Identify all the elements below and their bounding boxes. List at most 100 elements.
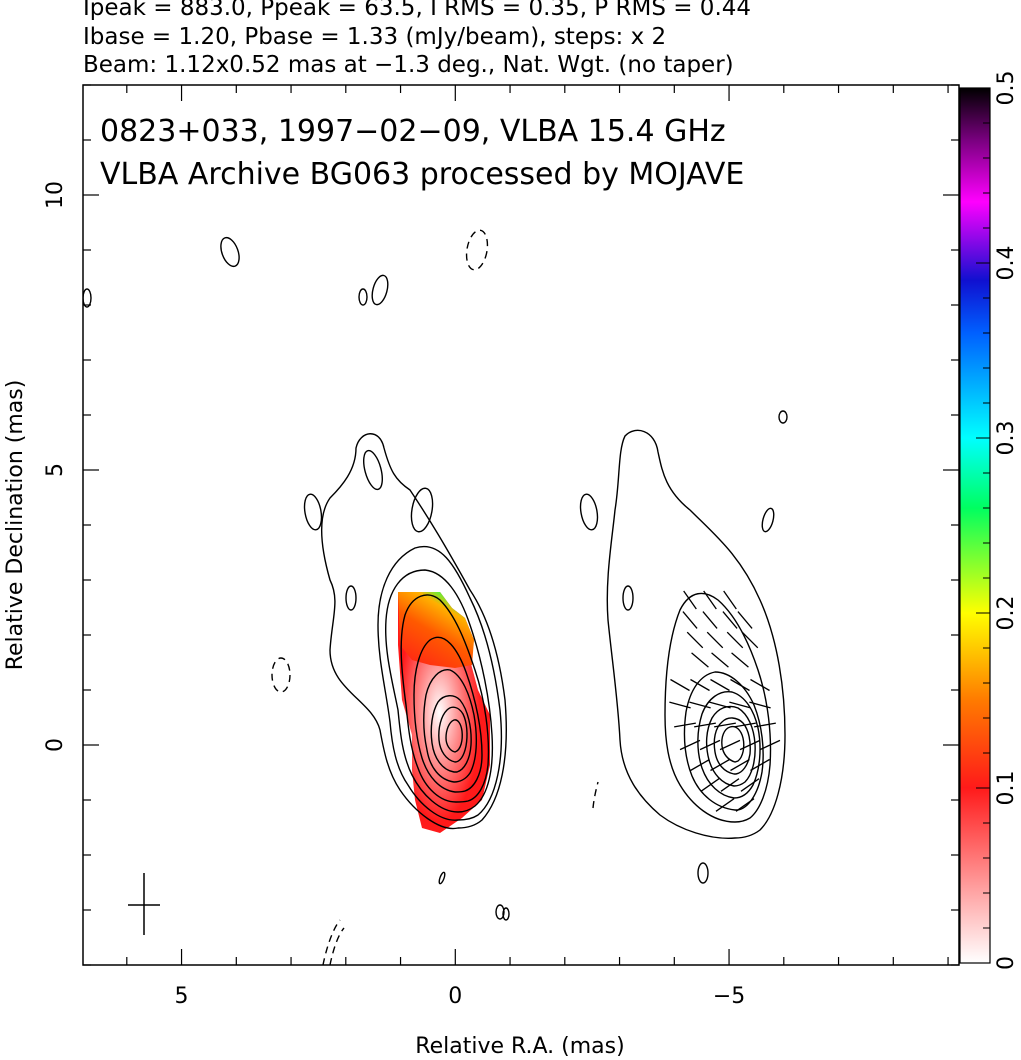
contour-1 (321, 433, 507, 830)
evpa-stick (710, 678, 730, 692)
evpa-stick (702, 611, 718, 629)
contour-island (345, 585, 357, 611)
left-panel-contours (83, 236, 510, 921)
evpa-stick (722, 611, 738, 629)
evpa-stick (731, 652, 749, 668)
evpa-stick (710, 758, 730, 772)
x-axis-ticks (126, 85, 949, 965)
evpa-stick (691, 652, 709, 668)
header-line-1: Ipeak = 883.0, Ppeak = 63.5, I RMS = 0.3… (83, 0, 752, 21)
evpa-stick (735, 798, 755, 812)
contour-5 (413, 636, 483, 793)
negative-contour (271, 657, 291, 693)
evpa-stick (750, 758, 770, 772)
evpa-vectors (669, 590, 781, 812)
evpa-stick (670, 678, 690, 692)
y-axis-tick-labels: 0 5 10 (43, 181, 68, 752)
evpa-stick (737, 611, 753, 629)
evpa-stick (754, 722, 776, 728)
y-axis-label: Relative Declination (mas) (3, 380, 28, 671)
plot-frame (82, 84, 960, 966)
colorbar: 0 0.1 0.2 0.3 0.4 0.5 (959, 71, 1019, 971)
colorbar-tick-label: 0.4 (994, 246, 1019, 281)
evpa-stick (709, 701, 731, 709)
evpa-stick (674, 722, 696, 728)
contour-4 (697, 691, 761, 799)
contour-6 (423, 669, 478, 783)
y-tick-label: 10 (43, 181, 68, 209)
evpa-stick (719, 739, 741, 751)
contour-island (502, 907, 510, 921)
contour-4 (400, 594, 490, 803)
evpa-stick (741, 631, 759, 649)
evpa-stick (723, 590, 737, 610)
colorbar-tick-labels: 0 0.1 0.2 0.3 0.4 0.5 (994, 71, 1019, 971)
x-axis-tick-labels: 5 0 −5 (175, 984, 746, 1009)
contour-island (303, 493, 323, 531)
contour-2 (377, 545, 503, 821)
evpa-stick (730, 758, 750, 772)
contour-2 (664, 592, 772, 823)
evpa-stick (679, 739, 701, 751)
evpa-stick (686, 631, 704, 649)
evpa-stick (669, 701, 691, 709)
evpa-stick (703, 590, 717, 610)
evpa-stick (715, 798, 735, 812)
contour-island (371, 274, 389, 306)
colorbar-ticks (976, 87, 990, 964)
x-tick-label: −5 (713, 984, 745, 1009)
header-line-3: Beam: 1.12x0.52 mas at −1.3 deg., Nat. W… (83, 52, 734, 78)
contour-7 (430, 695, 472, 773)
evpa-stick (714, 722, 736, 728)
y-axis-ticks (83, 84, 959, 966)
contour-island (761, 507, 775, 533)
evpa-stick (720, 778, 740, 792)
x-tick-label: 0 (448, 984, 462, 1009)
chart-subtitle: VLBA Archive BG063 processed by MOJAVE (100, 157, 744, 192)
evpa-stick (730, 678, 750, 692)
colorbar-tick-label: 0.3 (994, 421, 1019, 456)
contour-island (579, 493, 599, 531)
contour-island (83, 288, 92, 308)
evpa-stick (734, 722, 756, 728)
colorbar-tick-label: 0 (994, 956, 1019, 970)
evpa-stick (699, 739, 721, 751)
contour-9 (445, 719, 463, 753)
y-tick-label: 5 (43, 463, 68, 477)
header-line-2: Ibase = 1.20, Pbase = 1.33 (mJy/beam), s… (83, 24, 667, 50)
right-panel-contours (579, 410, 788, 884)
evpa-stick (750, 678, 770, 692)
evpa-stick (740, 778, 760, 792)
contour-island (362, 449, 384, 491)
evpa-stick (759, 739, 781, 751)
evpa-stick (694, 722, 716, 728)
evpa-stick (749, 701, 771, 709)
contour-island (495, 904, 505, 920)
evpa-stick (689, 701, 711, 709)
colorbar-tick-label: 0.2 (994, 596, 1019, 631)
plot-area: 0823+033, 1997−02−09, VLBA 15.4 GHz VLBA… (3, 84, 960, 1059)
evpa-stick (690, 678, 710, 692)
chart-title: 0823+033, 1997−02−09, VLBA 15.4 GHz (100, 114, 726, 149)
beam-cross (128, 873, 160, 935)
negative-contour (465, 229, 489, 271)
contour-island (410, 487, 434, 533)
negative-contour (322, 919, 345, 965)
evpa-stick (690, 758, 710, 772)
evpa-stick (706, 631, 724, 649)
colorbar-tick-label: 0.1 (994, 771, 1019, 806)
contour-island (358, 288, 368, 306)
evpa-stick (682, 611, 698, 629)
contour-3 (384, 569, 494, 813)
contour-3 (683, 671, 764, 811)
contour-island (622, 585, 634, 611)
contour-island (778, 410, 788, 424)
colorbar-tick-label: 0.5 (994, 71, 1019, 106)
x-tick-label: 5 (175, 984, 189, 1009)
evpa-stick (700, 778, 720, 792)
x-axis-label: Relative R.A. (mas) (415, 1034, 624, 1059)
evpa-stick (726, 631, 744, 649)
evpa-stick (683, 590, 697, 610)
contour-8 (438, 706, 468, 763)
